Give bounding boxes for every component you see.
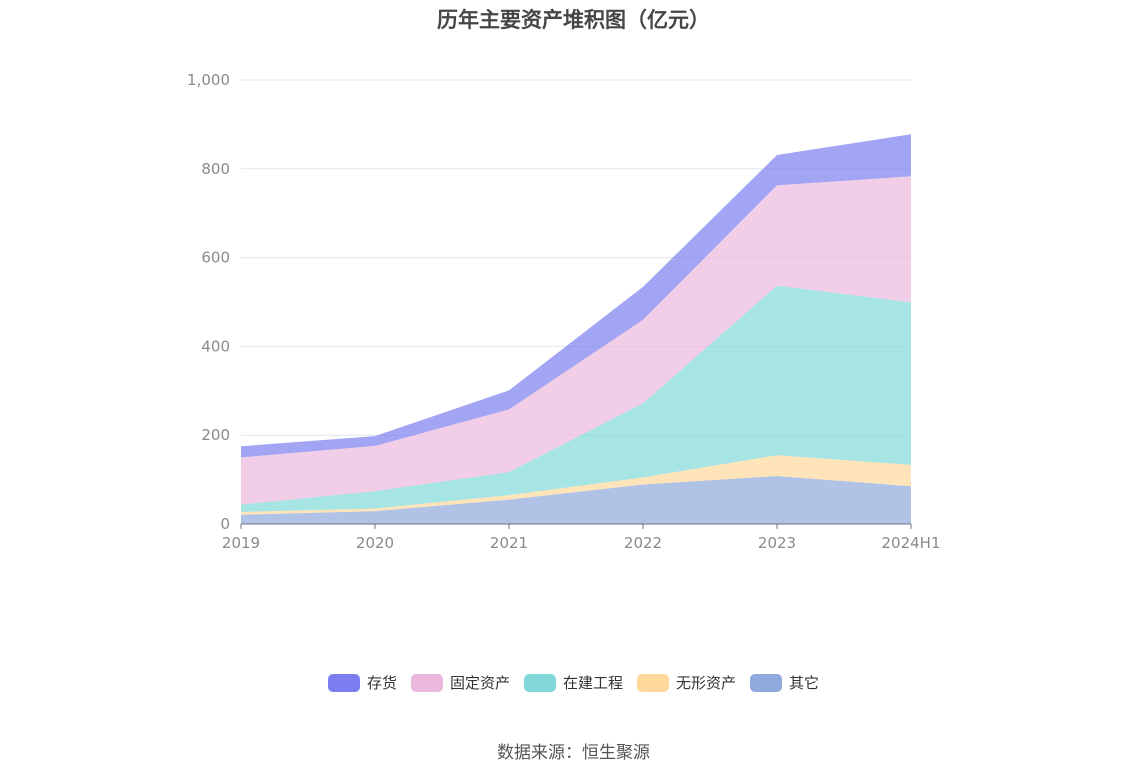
legend-item[interactable]: 固定资产	[410, 672, 510, 693]
legend-label: 固定资产	[449, 674, 510, 692]
legend-swatch	[410, 673, 443, 692]
area-series-2[interactable]	[241, 285, 911, 512]
legend-label: 存货	[366, 674, 397, 692]
legend-item[interactable]: 存货	[327, 672, 397, 693]
x-tick-label: 2021	[490, 534, 528, 552]
area-series-1[interactable]	[241, 455, 911, 515]
y-tick-label: 400	[201, 337, 230, 355]
data-source-note: 数据来源：恒生聚源	[497, 743, 650, 763]
chart-title: 历年主要资产堆积图（亿元）	[437, 8, 710, 32]
area-series	[241, 134, 911, 524]
y-tick-label: 800	[201, 160, 230, 178]
x-tick-label: 2022	[624, 534, 662, 552]
x-tick-label: 2020	[356, 534, 394, 552]
legend-item[interactable]: 在建工程	[523, 672, 623, 693]
legend-label: 在建工程	[562, 674, 623, 692]
y-tick-label: 0	[220, 515, 230, 533]
x-tick-label: 2019	[222, 534, 260, 552]
x-tick-label: 2024H1	[882, 534, 941, 552]
legend-item[interactable]: 无形资产	[637, 672, 736, 693]
legend: 存货 固定资产 在建工程 无形资产 其它	[0, 672, 1147, 693]
legend-swatch	[523, 673, 556, 692]
axes: 0 200 400 600 800 1,000 2019 2020 2021 2022 2023 20…	[187, 71, 940, 552]
legend-swatch	[750, 673, 783, 692]
y-tick-label: 600	[201, 249, 230, 267]
area-series-0[interactable]	[241, 476, 911, 524]
y-tick-label: 200	[201, 426, 230, 444]
legend-swatch	[327, 673, 360, 692]
legend-label: 无形资产	[676, 674, 737, 692]
legend-swatch	[637, 673, 669, 692]
x-tick-label: 2023	[758, 534, 796, 552]
area-series-4[interactable]	[241, 134, 911, 458]
area-series-3[interactable]	[241, 176, 911, 505]
y-tick-label: 1,000	[187, 71, 230, 89]
legend-item[interactable]: 其它	[750, 672, 819, 693]
legend-label: 其它	[789, 674, 820, 692]
